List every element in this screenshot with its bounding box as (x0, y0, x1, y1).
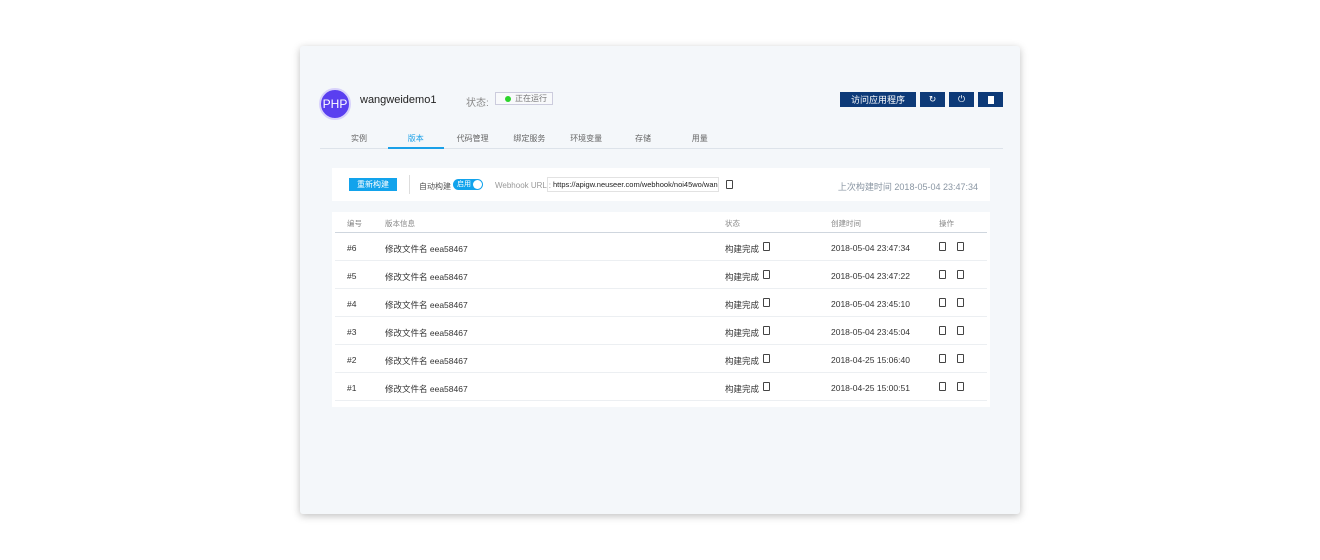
copy-icon[interactable] (939, 242, 946, 251)
toggle-label: 启用 (457, 181, 471, 188)
row-id: #1 (347, 383, 357, 393)
copy-icon[interactable] (939, 270, 946, 279)
build-log-icon[interactable] (763, 270, 770, 279)
last-build-time: 上次构建时间 2018-05-04 23:47:34 (837, 182, 978, 192)
power-button[interactable]: ⏻ (949, 92, 974, 107)
header-actions: 操作 (939, 219, 954, 228)
copy-icon[interactable] (939, 382, 946, 391)
table-row: #5 修改文件名 eea58467 构建完成 2018-05-04 23:47:… (335, 261, 987, 289)
row-status: 构建完成 (725, 272, 760, 282)
app-card: PHP wangweidemo1 状态: 正在运行 访问应用程序 ↻ ⏻ 实例版… (300, 46, 1020, 514)
row-time: 2018-05-04 23:45:04 (831, 327, 910, 337)
table-row: #6 修改文件名 eea58467 构建完成 2018-05-04 23:47:… (335, 233, 987, 261)
file-icon[interactable] (957, 382, 964, 391)
row-id: #5 (347, 271, 357, 281)
row-time: 2018-04-25 15:06:40 (831, 355, 910, 365)
build-toolbar: 重新构建 自动构建 启用 Webhook URL : https://apigw… (332, 168, 990, 201)
copy-icon[interactable] (939, 354, 946, 363)
file-icon[interactable] (957, 354, 964, 363)
row-info: 修改文件名 eea58467 (385, 244, 468, 254)
row-info: 修改文件名 eea58467 (385, 356, 468, 366)
rebuild-button[interactable]: 重新构建 (349, 178, 397, 191)
table-row: #3 修改文件名 eea58467 构建完成 2018-05-04 23:45:… (335, 317, 987, 345)
row-info: 修改文件名 eea58467 (385, 384, 468, 394)
copy-icon[interactable] (939, 326, 946, 335)
tab-4[interactable]: 环境变量 (570, 134, 603, 143)
row-id: #6 (347, 243, 357, 253)
app-name: wangweidemo1 (360, 94, 437, 106)
file-icon[interactable] (957, 270, 964, 279)
header-status: 状态 (725, 219, 740, 228)
tab-5[interactable]: 存储 (635, 134, 651, 143)
visit-app-button[interactable]: 访问应用程序 (840, 92, 916, 107)
delete-button[interactable] (978, 92, 1003, 107)
tab-0[interactable]: 实例 (351, 134, 367, 143)
auto-build-label: 自动构建 (419, 182, 451, 191)
row-time: 2018-05-04 23:47:34 (831, 243, 910, 253)
header-divider (335, 232, 987, 233)
row-status: 构建完成 (725, 244, 760, 254)
row-time: 2018-05-04 23:47:22 (831, 271, 910, 281)
tab-3[interactable]: 绑定服务 (513, 134, 546, 143)
row-time: 2018-04-25 15:00:51 (831, 383, 910, 393)
table-row: #4 修改文件名 eea58467 构建完成 2018-05-04 23:45:… (335, 289, 987, 317)
row-status: 构建完成 (725, 300, 760, 310)
row-status: 构建完成 (725, 384, 760, 394)
avatar: PHP (319, 88, 351, 120)
tab-1[interactable]: 版本 (387, 133, 444, 149)
row-info: 修改文件名 eea58467 (385, 300, 468, 310)
row-time: 2018-05-04 23:45:10 (831, 299, 910, 309)
webhook-label: Webhook URL : (495, 181, 552, 190)
table-row: #2 修改文件名 eea58467 构建完成 2018-04-25 15:06:… (335, 345, 987, 373)
status-badge: 正在运行 (495, 92, 553, 105)
restart-button[interactable]: ↻ (920, 92, 945, 107)
status-label: 状态: (466, 98, 489, 109)
build-log-icon[interactable] (763, 354, 770, 363)
copy-icon[interactable] (939, 298, 946, 307)
row-id: #3 (347, 327, 357, 337)
tab-6[interactable]: 用量 (691, 134, 708, 143)
build-log-icon[interactable] (763, 382, 770, 391)
build-log-icon[interactable] (763, 298, 770, 307)
divider (409, 175, 410, 194)
status-dot-icon (505, 95, 511, 102)
table-row: #1 修改文件名 eea58467 构建完成 2018-04-25 15:00:… (335, 373, 987, 401)
row-status: 构建完成 (725, 328, 760, 338)
header-id: 编号 (347, 219, 362, 228)
trash-icon (987, 95, 994, 104)
row-id: #2 (347, 355, 357, 365)
row-id: #4 (347, 299, 357, 309)
row-info: 修改文件名 eea58467 (385, 272, 468, 282)
file-icon[interactable] (957, 242, 964, 251)
tab-bar: 实例 版本 代码管理 绑定服务 环境变量 存储 用量 (320, 130, 1003, 149)
auto-build-toggle[interactable]: 启用 (453, 179, 483, 190)
file-icon[interactable] (957, 298, 964, 307)
build-log-icon[interactable] (763, 242, 770, 251)
webhook-url-input[interactable]: https://apigw.neuseer.com/webhook/noi45w… (547, 177, 719, 192)
copy-icon[interactable] (726, 180, 733, 189)
toggle-knob (473, 180, 482, 189)
refresh-icon: ↻ (928, 94, 937, 104)
power-icon: ⏻ (957, 94, 966, 104)
file-icon[interactable] (957, 326, 964, 335)
versions-table: 编号 版本信息 状态 创建时间 操作 #6 修改文件名 eea58467 构建完… (332, 212, 990, 407)
header-time: 创建时间 (831, 219, 861, 228)
build-log-icon[interactable] (763, 326, 770, 335)
header-info: 版本信息 (385, 219, 415, 228)
tab-2[interactable]: 代码管理 (456, 134, 489, 143)
row-info: 修改文件名 eea58467 (385, 328, 468, 338)
row-status: 构建完成 (725, 356, 760, 366)
status-text: 正在运行 (515, 94, 547, 103)
